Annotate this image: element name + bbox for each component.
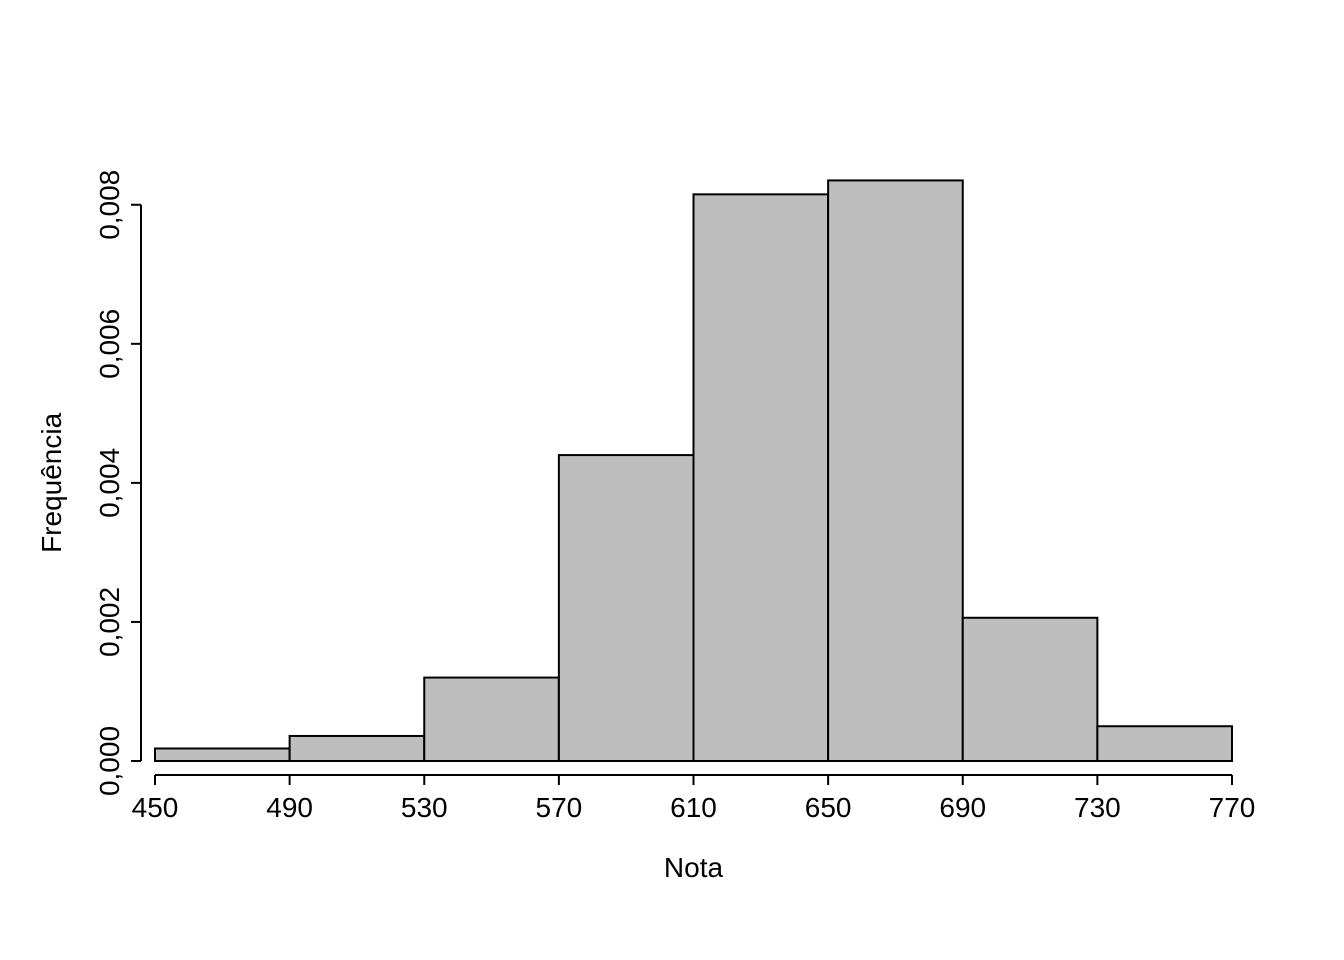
x-tick-label: 450 — [132, 792, 179, 823]
y-tick-label: 0,000 — [94, 726, 125, 796]
histogram-bar — [559, 455, 694, 761]
x-tick-label: 610 — [670, 792, 717, 823]
x-tick-label: 650 — [805, 792, 852, 823]
x-tick-label: 730 — [1074, 792, 1121, 823]
x-tick-label: 490 — [266, 792, 313, 823]
histogram-bar — [828, 180, 963, 761]
histogram-bar — [694, 194, 829, 761]
y-tick-label: 0,006 — [94, 309, 125, 379]
x-axis-label: Nota — [664, 852, 724, 883]
x-tick-label: 530 — [401, 792, 448, 823]
histogram-bar — [1097, 726, 1232, 761]
x-tick-label: 770 — [1209, 792, 1256, 823]
histogram-bar — [155, 748, 290, 761]
histogram-bar — [963, 618, 1098, 761]
histogram-chart: 450 490 530 570 610 650 690 730 770 0,000 0,002 0,… — [0, 0, 1344, 960]
y-axis-label: Frequência — [36, 412, 67, 553]
y-tick-label: 0,004 — [94, 448, 125, 518]
histogram-bar — [290, 736, 425, 761]
x-tick-label: 690 — [939, 792, 986, 823]
y-tick-label: 0,008 — [94, 170, 125, 240]
histogram-bar — [424, 678, 559, 761]
x-tick-label: 570 — [536, 792, 583, 823]
y-tick-label: 0,002 — [94, 587, 125, 657]
